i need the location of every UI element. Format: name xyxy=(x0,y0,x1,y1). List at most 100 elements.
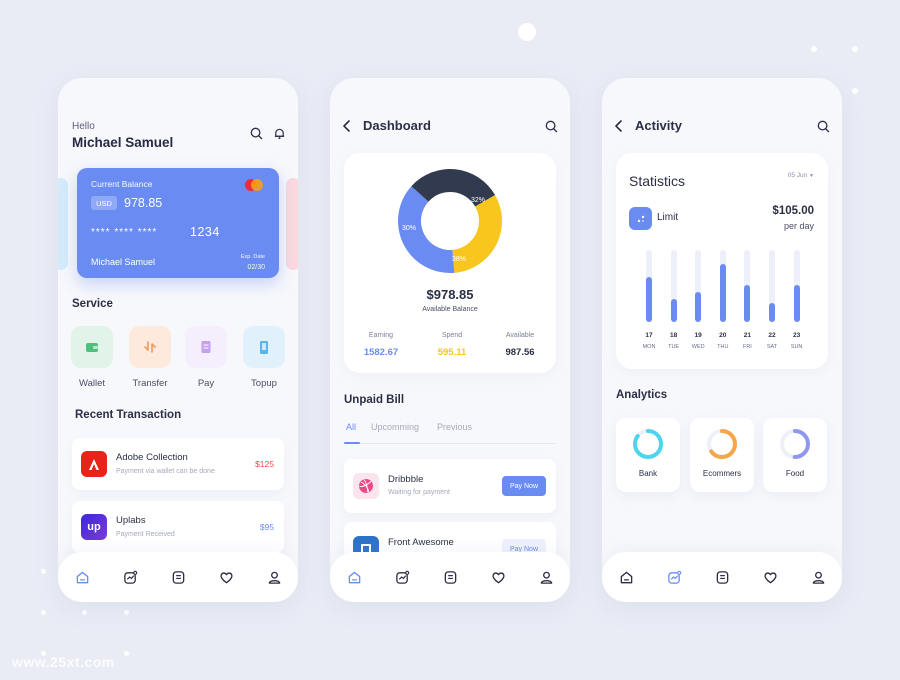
analytics-label: Bank xyxy=(638,469,658,478)
ring-progress xyxy=(780,429,810,459)
tab-divider xyxy=(344,443,556,444)
search-icon[interactable] xyxy=(543,118,559,134)
watermark: www.25xt.com xyxy=(12,654,115,670)
tab-all[interactable]: All xyxy=(346,422,357,432)
unpaid-bill-title: Unpaid Bill xyxy=(344,394,405,406)
bar-track xyxy=(744,250,751,322)
decor-dot xyxy=(41,569,46,574)
bar-fill xyxy=(646,277,652,322)
transaction-amount: $125 xyxy=(255,459,274,469)
bar-track xyxy=(646,250,652,322)
bar-track xyxy=(719,250,726,322)
donut-segment xyxy=(452,195,502,273)
day-number-label: 22 xyxy=(768,332,776,339)
recent-transaction-title: Recent Transaction xyxy=(75,409,182,421)
activity-icon[interactable] xyxy=(392,567,412,587)
transaction-amount: $95 xyxy=(259,522,274,532)
bar-fill xyxy=(719,264,726,322)
ring-progress xyxy=(633,429,663,459)
search-icon[interactable] xyxy=(248,125,264,141)
heart-icon[interactable] xyxy=(760,567,780,587)
decor-dot xyxy=(852,88,858,94)
transaction-item[interactable]: Adobe Collection Payment via wallet can … xyxy=(72,438,284,490)
home-icon[interactable] xyxy=(344,567,364,587)
bill-item[interactable]: Dribbble Waiting for payment Pay Now xyxy=(344,459,556,513)
service-pay[interactable]: Pay xyxy=(185,326,227,389)
search-icon[interactable] xyxy=(815,118,831,134)
bar-fill xyxy=(695,292,702,322)
transfer-icon[interactable] xyxy=(129,326,171,368)
home-icon[interactable] xyxy=(616,567,636,587)
profile-icon[interactable] xyxy=(808,567,828,587)
heart-icon[interactable] xyxy=(216,567,236,587)
donut-label: 32% xyxy=(471,197,485,204)
pay-icon[interactable] xyxy=(185,326,227,368)
tab-upcomming[interactable]: Upcomming xyxy=(371,422,420,432)
balance-panel: 32% 38% 30% $978.85 Available Balance xyxy=(344,153,556,373)
card-preview-left[interactable] xyxy=(58,178,68,270)
activity-icon[interactable] xyxy=(120,567,140,587)
profile-icon[interactable] xyxy=(536,567,556,587)
adobe-logo-icon xyxy=(81,451,107,477)
wallet-screen: Hello Michael Samuel Current Balance USD… xyxy=(58,78,298,602)
analytics-card-bank[interactable]: Bank xyxy=(616,418,680,492)
day-number-label: 20 xyxy=(719,332,727,339)
statistics-panel: Statistics 05 Jun ▼ Limit $105.00 per da… xyxy=(616,153,828,369)
stat-value: 987.56 xyxy=(505,347,535,358)
bar-track xyxy=(769,250,775,322)
donut-chart: 32% 38% 30% xyxy=(398,169,502,273)
stat-label: Spend xyxy=(441,332,463,339)
bottom-tab-bar xyxy=(58,552,298,602)
analytics-card-ecommers[interactable]: Ecommers xyxy=(690,418,754,492)
food-ring-icon xyxy=(780,429,810,459)
bill-subtitle: Waiting for payment xyxy=(388,489,450,496)
transaction-subtitle: Payment Received xyxy=(116,531,175,538)
service-label: Transfer xyxy=(132,378,168,389)
document-icon[interactable] xyxy=(712,567,732,587)
bar-track xyxy=(793,250,800,322)
stat-value: 1582.67 xyxy=(363,347,399,358)
home-icon[interactable] xyxy=(72,567,92,587)
date-value: 05 Jun xyxy=(787,172,808,179)
heart-icon[interactable] xyxy=(488,567,508,587)
ring-progress xyxy=(707,429,737,459)
balance-card[interactable]: Current Balance USD 978.85 **** **** ***… xyxy=(77,168,279,278)
wallet-icon[interactable] xyxy=(71,326,113,368)
card-last-digits: 1234 xyxy=(190,225,220,239)
transaction-title: Adobe Collection xyxy=(116,452,188,463)
bell-icon[interactable] xyxy=(271,125,287,141)
uplabs-logo-icon: up xyxy=(81,514,107,540)
donut-segment xyxy=(398,186,455,273)
ecommers-ring-icon xyxy=(707,429,737,459)
statistics-title: Statistics xyxy=(629,173,686,189)
date-select[interactable]: 05 Jun ▼ xyxy=(788,172,814,179)
donut-label: 38% xyxy=(452,256,466,263)
page-title: Dashboard xyxy=(363,118,431,133)
profile-icon[interactable] xyxy=(264,567,284,587)
exp-value: 02/30 xyxy=(247,264,265,271)
service-transfer[interactable]: Transfer xyxy=(129,326,171,389)
back-chevron-icon[interactable] xyxy=(611,118,627,134)
day-number-label: 18 xyxy=(669,332,678,339)
analytics-card-food[interactable]: Food xyxy=(763,418,827,492)
bar-fill xyxy=(744,285,751,322)
document-icon[interactable] xyxy=(440,567,460,587)
chevron-down-icon: ▼ xyxy=(809,173,814,179)
bar-fill xyxy=(793,285,800,322)
card-preview-right[interactable] xyxy=(286,178,298,270)
activity-icon[interactable] xyxy=(664,567,684,587)
topup-icon[interactable] xyxy=(243,326,285,368)
tab-previous[interactable]: Previous xyxy=(437,422,473,432)
bar-track xyxy=(695,250,702,322)
day-name-label: SAT xyxy=(766,344,778,350)
document-icon[interactable] xyxy=(168,567,188,587)
pay-now-button[interactable]: Pay Now xyxy=(502,476,546,496)
service-topup[interactable]: Topup xyxy=(243,326,285,389)
dashboard-screen: Dashboard 32% 38% 30% $978.85 Available … xyxy=(330,78,570,602)
day-name-label: FRI xyxy=(742,344,752,350)
service-wallet[interactable]: Wallet xyxy=(71,326,113,389)
transaction-item[interactable]: up Uplabs Payment Received $95 xyxy=(72,501,284,553)
stat-spend: Spend 595.11 xyxy=(422,332,482,358)
day-number-label: 19 xyxy=(694,332,702,339)
back-chevron-icon[interactable] xyxy=(339,118,355,134)
